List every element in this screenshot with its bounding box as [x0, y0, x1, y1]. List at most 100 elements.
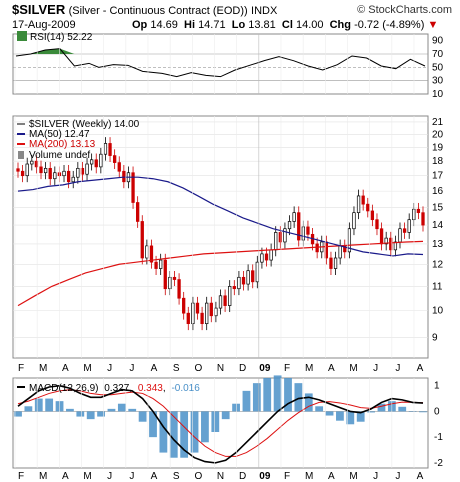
candle-body: [356, 195, 361, 214]
price-tick-label: 16: [432, 186, 444, 197]
macd-tick-label: -2: [434, 458, 443, 469]
macd-hist-bar: [367, 411, 375, 413]
price-tick-label: 17: [432, 171, 444, 182]
candle: [30, 154, 34, 171]
price-legend-text: $SILVER (Weekly) 14.00: [29, 119, 140, 130]
macd-hist-bar: [242, 390, 251, 412]
candle: [16, 162, 20, 178]
candle-body: [186, 312, 190, 325]
change-value: -0.72 (-4.89%): [354, 19, 425, 31]
high-value: 14.71: [198, 19, 226, 31]
candle: [20, 164, 25, 183]
candle-body: [159, 259, 163, 269]
candle: [195, 296, 200, 320]
candle-body: [99, 153, 103, 168]
candle-body: [214, 307, 218, 317]
candle: [80, 162, 85, 181]
candle-body: [375, 219, 379, 230]
low-label: Lo: [231, 19, 246, 31]
candle: [85, 157, 89, 181]
x-tick-label-bottom: D: [239, 471, 246, 482]
price-legend: $SILVER (Weekly) 14.00 MA(50) 12.47 MA(2…: [17, 119, 140, 161]
macd-hist-bar: [315, 406, 324, 412]
macd-hist-bar: [128, 408, 137, 412]
x-tick-label-bottom: M: [305, 471, 313, 482]
candle-body: [407, 219, 411, 233]
x-tick-label-bottom: N: [217, 471, 224, 482]
candle-body: [89, 159, 94, 165]
rsi-tick-label: 90: [432, 36, 444, 47]
candle-body: [122, 170, 126, 183]
low-value: 13.81: [248, 19, 276, 31]
candle-body: [255, 261, 259, 283]
x-tick-label-bottom: A: [328, 471, 335, 482]
macd-tick-label: -1: [434, 432, 443, 443]
candle-body: [352, 212, 356, 230]
candle: [163, 253, 167, 296]
candle: [172, 271, 177, 286]
macd-legend-text: MACD(12,26,9) 0.327, 0.343, -0.016: [29, 383, 200, 394]
candle: [131, 166, 135, 209]
rsi-tick-label: 70: [432, 49, 444, 60]
candle-body: [333, 257, 338, 269]
price-tick-label: 9: [432, 332, 438, 343]
candle: [25, 157, 29, 183]
rsi-legend-text: RSI(14) 52.22: [30, 32, 93, 43]
candle: [246, 264, 250, 291]
x-tick-label-bottom: A: [417, 471, 424, 482]
change-down-icon: ▼: [427, 19, 439, 31]
price-tick-label: 18: [432, 156, 444, 167]
candle: [177, 273, 181, 305]
candle: [117, 156, 121, 178]
macd-hist-bar: [211, 411, 220, 432]
candle-body: [398, 228, 402, 243]
x-tick-label: O: [194, 363, 202, 374]
candle: [241, 271, 246, 291]
candle-body: [48, 167, 52, 180]
ma50-legend-text: MA(50) 12.47: [29, 129, 90, 140]
macd-hist-bar: [398, 406, 407, 412]
candle-body: [94, 159, 98, 168]
x-tick-label-bottom: O: [194, 471, 202, 482]
candle: [260, 247, 264, 269]
candle: [209, 296, 213, 323]
candle-body: [306, 226, 310, 235]
candle: [191, 296, 195, 331]
candle-body: [251, 270, 255, 283]
candle: [149, 239, 154, 269]
macd-hist-bar: [284, 378, 292, 412]
x-tick-label: F: [284, 363, 290, 374]
macd-hist-bar: [419, 411, 427, 413]
candle: [292, 206, 296, 228]
ma200-line: [17, 240, 424, 307]
candle-body: [264, 253, 269, 261]
macd-hist-bar: [34, 398, 43, 412]
price-tick-label: 14: [432, 220, 444, 231]
price-tick-label: 10: [432, 306, 444, 317]
macd-hist-bar: [86, 411, 95, 420]
macd-legend-name: MACD(12,26,9): [29, 383, 98, 394]
open-value: 14.69: [150, 19, 178, 31]
candle-body: [393, 241, 398, 251]
candle: [159, 253, 163, 275]
candle: [182, 291, 186, 320]
macd-hist-bar: [304, 393, 313, 412]
candle-body: [16, 168, 20, 172]
candle-body: [338, 245, 342, 259]
candle: [228, 280, 232, 313]
macd-hist-bar: [232, 403, 240, 412]
macd-hist-bar: [24, 406, 33, 412]
candle: [39, 160, 43, 180]
candle-body: [20, 170, 25, 177]
macd-hist-bar: [117, 403, 126, 412]
candle-body: [53, 172, 57, 180]
macd-hist-bar: [180, 411, 189, 458]
candle-body: [223, 295, 227, 306]
candle-body: [384, 237, 388, 245]
stockcharts-logo[interactable]: © StockCharts.com: [357, 4, 452, 16]
x-tick-label: A: [328, 363, 335, 374]
candle: [370, 204, 375, 227]
quote-date: 17-Aug-2009: [12, 19, 76, 31]
close-value: 14.00: [295, 19, 324, 31]
x-tick-label-bottom: M: [39, 471, 47, 482]
